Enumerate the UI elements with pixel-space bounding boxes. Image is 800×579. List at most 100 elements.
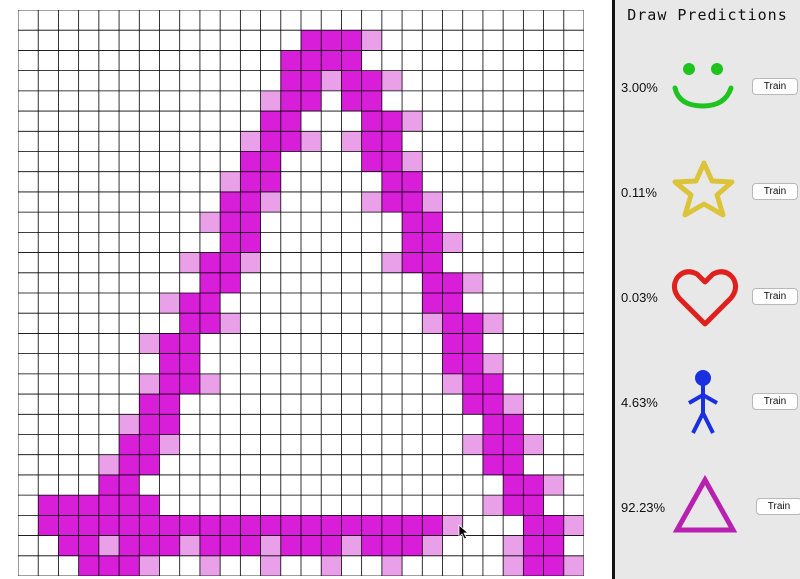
painted-cell[interactable] (280, 70, 301, 91)
painted-cell[interactable] (422, 293, 443, 314)
painted-cell[interactable] (139, 434, 160, 455)
painted-cell[interactable] (240, 212, 261, 233)
painted-cell[interactable] (159, 373, 180, 395)
painted-cell[interactable] (220, 191, 241, 213)
faint-painted-cell[interactable] (402, 151, 423, 172)
painted-cell[interactable] (301, 90, 322, 112)
painted-cell[interactable] (98, 555, 120, 576)
faint-painted-cell[interactable] (139, 333, 160, 354)
faint-painted-cell[interactable] (543, 474, 564, 496)
painted-cell[interactable] (341, 515, 362, 536)
painted-cell[interactable] (220, 252, 241, 273)
painted-cell[interactable] (78, 555, 99, 576)
painted-cell[interactable] (321, 30, 342, 51)
faint-painted-cell[interactable] (139, 555, 160, 576)
painted-cell[interactable] (301, 70, 322, 91)
painted-cell[interactable] (280, 50, 301, 71)
painted-cell[interactable] (139, 515, 160, 536)
painted-cell[interactable] (220, 232, 241, 253)
painted-cell[interactable] (361, 70, 382, 91)
painted-cell[interactable] (199, 252, 221, 273)
faint-painted-cell[interactable] (361, 30, 382, 51)
painted-cell[interactable] (78, 535, 99, 556)
painted-cell[interactable] (523, 474, 544, 496)
faint-painted-cell[interactable] (482, 495, 504, 516)
faint-painted-cell[interactable] (442, 515, 463, 536)
painted-cell[interactable] (341, 70, 362, 91)
faint-painted-cell[interactable] (321, 70, 342, 91)
painted-cell[interactable] (523, 535, 544, 556)
faint-painted-cell[interactable] (381, 70, 403, 91)
painted-cell[interactable] (179, 515, 200, 536)
painted-cell[interactable] (361, 535, 382, 556)
painted-cell[interactable] (503, 474, 524, 496)
faint-painted-cell[interactable] (381, 555, 403, 576)
painted-cell[interactable] (119, 454, 140, 475)
painted-cell[interactable] (280, 515, 301, 536)
faint-painted-cell[interactable] (240, 131, 261, 152)
painted-cell[interactable] (402, 232, 423, 253)
faint-painted-cell[interactable] (119, 414, 140, 435)
painted-cell[interactable] (199, 293, 221, 314)
painted-cell[interactable] (280, 535, 301, 556)
painted-cell[interactable] (301, 30, 322, 51)
painted-cell[interactable] (442, 293, 463, 314)
faint-painted-cell[interactable] (220, 313, 241, 334)
painted-cell[interactable] (260, 515, 281, 536)
faint-painted-cell[interactable] (179, 252, 200, 273)
painted-cell[interactable] (159, 515, 180, 536)
painted-cell[interactable] (503, 454, 524, 475)
painted-cell[interactable] (58, 535, 79, 556)
painted-cell[interactable] (139, 495, 160, 516)
painted-cell[interactable] (139, 454, 160, 475)
faint-painted-cell[interactable] (563, 515, 584, 536)
painted-cell[interactable] (442, 353, 463, 374)
faint-painted-cell[interactable] (199, 555, 221, 576)
painted-cell[interactable] (381, 515, 403, 536)
painted-cell[interactable] (139, 394, 160, 415)
painted-cell[interactable] (98, 474, 120, 496)
painted-cell[interactable] (361, 111, 382, 132)
painted-cell[interactable] (381, 191, 403, 213)
painted-cell[interactable] (381, 131, 403, 152)
painted-cell[interactable] (381, 111, 403, 132)
painted-cell[interactable] (159, 535, 180, 556)
painted-cell[interactable] (321, 515, 342, 536)
faint-painted-cell[interactable] (503, 394, 524, 415)
faint-painted-cell[interactable] (199, 373, 221, 395)
faint-painted-cell[interactable] (381, 252, 403, 273)
painted-cell[interactable] (523, 495, 544, 516)
faint-painted-cell[interactable] (98, 535, 120, 556)
painted-cell[interactable] (543, 515, 564, 536)
faint-painted-cell[interactable] (482, 353, 504, 374)
painted-cell[interactable] (119, 495, 140, 516)
painted-cell[interactable] (462, 313, 483, 334)
faint-painted-cell[interactable] (139, 373, 160, 395)
painted-cell[interactable] (78, 495, 99, 516)
painted-cell[interactable] (402, 171, 423, 192)
painted-cell[interactable] (341, 90, 362, 112)
painted-cell[interactable] (179, 293, 200, 314)
painted-cell[interactable] (402, 191, 423, 213)
painted-cell[interactable] (503, 495, 524, 516)
painted-cell[interactable] (381, 171, 403, 192)
train-button-stickman[interactable]: Train (752, 393, 798, 410)
painted-cell[interactable] (381, 151, 403, 172)
painted-cell[interactable] (301, 535, 322, 556)
faint-painted-cell[interactable] (422, 535, 443, 556)
faint-painted-cell[interactable] (240, 252, 261, 273)
faint-painted-cell[interactable] (402, 111, 423, 132)
painted-cell[interactable] (341, 50, 362, 71)
painted-cell[interactable] (402, 535, 423, 556)
painted-cell[interactable] (58, 515, 79, 536)
painted-cell[interactable] (199, 515, 221, 536)
faint-painted-cell[interactable] (199, 212, 221, 233)
faint-painted-cell[interactable] (341, 131, 362, 152)
painted-cell[interactable] (482, 454, 504, 475)
painted-cell[interactable] (240, 191, 261, 213)
painted-cell[interactable] (482, 414, 504, 435)
painted-cell[interactable] (422, 212, 443, 233)
painted-cell[interactable] (98, 495, 120, 516)
painted-cell[interactable] (321, 535, 342, 556)
painted-cell[interactable] (361, 151, 382, 172)
